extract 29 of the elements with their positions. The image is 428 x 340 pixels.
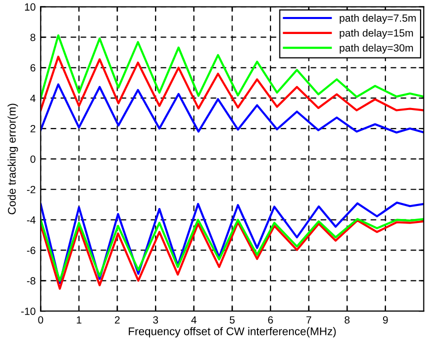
y-tick-label: 10 <box>25 3 36 11</box>
x-tick-label: 2 <box>114 316 120 324</box>
line-series <box>40 56 424 112</box>
y-tick-label: -6 <box>27 246 36 254</box>
line-series <box>40 202 424 284</box>
x-tick-label: 5 <box>230 316 235 324</box>
y-tick-label: 8 <box>30 34 36 42</box>
x-axis-title: Frequency offset of CW interference(MHz) <box>128 327 336 338</box>
x-tick-label: 6 <box>268 316 273 324</box>
x-tick-label: 4 <box>191 316 196 324</box>
x-tick-label: 3 <box>153 316 158 324</box>
legend-label: path delay=7.5m <box>340 14 416 24</box>
x-tick-label: 0 <box>38 316 44 324</box>
x-tick-label: 8 <box>344 316 350 324</box>
legend-label: path delay=15m <box>340 29 413 39</box>
y-axis-title: Code tracking error(m) <box>8 104 18 214</box>
x-tick-label: 9 <box>383 316 388 324</box>
y-tick-label: 4 <box>30 94 36 102</box>
x-tick-label: 7 <box>306 316 312 324</box>
y-tick-label: 2 <box>30 125 36 132</box>
y-tick-label: 6 <box>30 64 36 72</box>
legend-label: path delay=30m <box>340 44 413 54</box>
y-tick-label: -2 <box>27 186 36 194</box>
line-series <box>40 83 424 134</box>
x-tick-label: 1 <box>76 316 82 324</box>
y-tick-label: -4 <box>27 216 36 224</box>
y-tick-label: -10 <box>21 308 36 315</box>
y-tick-label: -8 <box>27 277 36 285</box>
y-tick-label: 0 <box>30 155 36 163</box>
